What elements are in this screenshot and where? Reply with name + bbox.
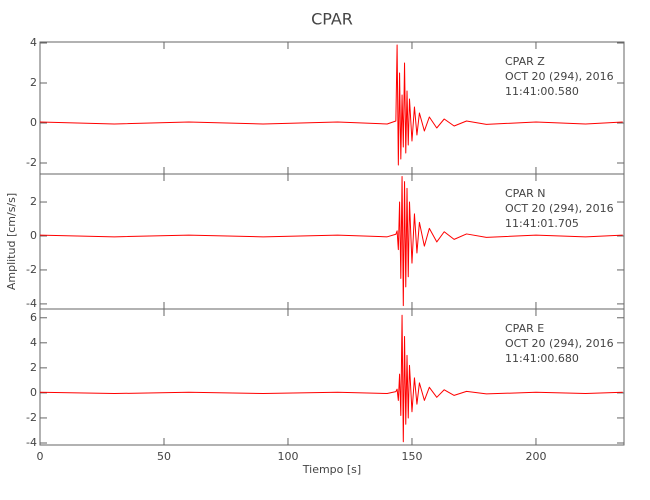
y-tick-label: -2 bbox=[26, 411, 37, 424]
x-tick-label: 150 bbox=[401, 450, 422, 463]
trace-annotation: CPAR E bbox=[505, 322, 544, 335]
trace-annotation: OCT 20 (294), 2016 bbox=[505, 70, 614, 83]
y-tick-label: -2 bbox=[26, 263, 37, 276]
y-tick-label: 2 bbox=[30, 361, 37, 374]
waveform bbox=[39, 44, 623, 166]
x-tick-label: 200 bbox=[525, 450, 546, 463]
x-tick-label: 0 bbox=[37, 450, 44, 463]
x-tick-label: 100 bbox=[277, 450, 298, 463]
waveform bbox=[39, 176, 623, 307]
y-tick-label: 0 bbox=[30, 116, 37, 129]
y-tick-label: -2 bbox=[26, 156, 37, 169]
trace-annotation: 11:41:00.680 bbox=[505, 352, 579, 365]
trace-annotation: 11:41:01.705 bbox=[505, 217, 579, 230]
trace-annotation: CPAR Z bbox=[505, 55, 545, 68]
y-tick-label: 2 bbox=[30, 76, 37, 89]
y-tick-label: 0 bbox=[30, 386, 37, 399]
y-tick-label: 2 bbox=[30, 195, 37, 208]
y-axis-label: Amplitud [cm/s/s] bbox=[5, 193, 18, 290]
x-tick-label: 50 bbox=[157, 450, 171, 463]
y-tick-label: 6 bbox=[30, 311, 37, 324]
waveform bbox=[39, 314, 623, 443]
trace-annotation: OCT 20 (294), 2016 bbox=[505, 337, 614, 350]
panel-frame bbox=[39, 308, 625, 446]
x-axis-label: Tiempo [s] bbox=[302, 463, 361, 476]
y-tick-label: 4 bbox=[30, 36, 37, 49]
trace-annotation: CPAR N bbox=[505, 187, 546, 200]
trace-annotation: OCT 20 (294), 2016 bbox=[505, 202, 614, 215]
trace-annotation: 11:41:00.580 bbox=[505, 85, 579, 98]
chart-title: CPAR bbox=[311, 10, 353, 29]
y-tick-label: -4 bbox=[26, 297, 37, 310]
y-tick-label: 4 bbox=[30, 336, 37, 349]
y-tick-label: 0 bbox=[30, 229, 37, 242]
y-tick-label: -4 bbox=[26, 436, 37, 449]
